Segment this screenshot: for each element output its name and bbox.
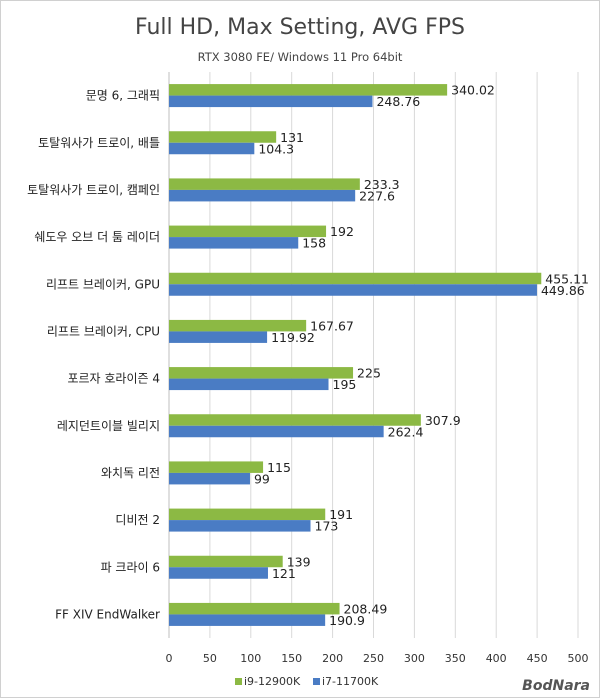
bar-i9-12900K — [169, 178, 360, 190]
x-tick-label: 250 — [363, 652, 384, 665]
value-label: 115 — [267, 460, 291, 475]
bar-i9-12900K — [169, 602, 340, 615]
bar-i7-11700K — [169, 472, 250, 485]
value-label: 119.92 — [271, 330, 315, 345]
value-label: 104.3 — [258, 141, 294, 156]
bar-i7-11700K — [169, 95, 373, 108]
x-tick-label: 400 — [486, 652, 507, 665]
x-axis-ticks: 0 50 100 150 200 250 300 350 400 450 500 — [166, 652, 589, 665]
bar-i9-12900K — [169, 131, 277, 143]
x-tick-label: 450 — [527, 652, 548, 665]
bar-i7-11700K — [169, 614, 326, 626]
x-tick-label: 300 — [404, 652, 425, 665]
bar-i7-11700K — [169, 189, 356, 202]
bar-i7-11700K — [169, 142, 255, 155]
category-label: 포르자 호라이즌 4 — [67, 372, 160, 386]
value-label: 158 — [302, 236, 326, 251]
x-tick-label: 0 — [166, 652, 173, 665]
bar-i9-12900K — [169, 508, 326, 521]
bar-i7-11700K — [169, 520, 311, 532]
value-label: 262.4 — [388, 424, 424, 439]
bar-i9-12900K — [169, 461, 264, 473]
x-tick-label: 150 — [281, 652, 302, 665]
bar-i7-11700K — [169, 567, 268, 579]
value-label: 225 — [357, 366, 381, 381]
value-label: 99 — [254, 471, 270, 486]
legend-label: i9-12900K — [244, 675, 301, 688]
bar-i7-11700K — [169, 425, 384, 438]
value-label: 208.49 — [344, 601, 388, 616]
value-label: 227.6 — [359, 188, 395, 203]
bar-i7-11700K — [169, 378, 329, 391]
chart-title: Full HD, Max Setting, AVG FPS — [135, 15, 465, 40]
category-label: 토탈워사가 트로이, 캠페인 — [27, 183, 160, 197]
value-label: 248.76 — [376, 94, 420, 109]
bar-i9-12900K — [169, 319, 307, 332]
x-tick-label: 100 — [240, 652, 261, 665]
value-label: 195 — [333, 377, 357, 392]
category-label: FF XIV EndWalker — [55, 607, 160, 621]
value-label: 192 — [330, 224, 354, 239]
x-tick-label: 350 — [445, 652, 466, 665]
legend: i9-12900K i7-11700K — [235, 675, 379, 688]
value-label: 233.3 — [364, 177, 400, 192]
legend-label: i7-11700K — [322, 675, 379, 688]
value-label: 340.02 — [451, 83, 495, 98]
value-label: 307.9 — [425, 413, 461, 428]
value-label: 173 — [315, 519, 339, 534]
value-label: 167.67 — [310, 318, 354, 333]
bar-i9-12900K — [169, 414, 421, 426]
x-tick-label: 500 — [568, 652, 589, 665]
category-label: 문명 6, 그래픽 — [86, 89, 160, 103]
chart-subtitle: RTX 3080 FE/ Windows 11 Pro 64bit — [198, 50, 403, 64]
value-label: 139 — [287, 554, 311, 569]
value-label: 121 — [272, 566, 296, 581]
bar-i9-12900K — [169, 555, 283, 568]
value-label: 191 — [329, 507, 353, 522]
bars — [169, 84, 542, 626]
bar-i7-11700K — [169, 331, 268, 343]
bar-i9-12900K — [169, 367, 354, 379]
category-label: 쉐도우 오브 더 툼 레이더 — [34, 230, 160, 244]
bar-i9-12900K — [169, 225, 327, 238]
value-label: 449.86 — [541, 283, 585, 298]
category-label: 토탈워사가 트로이, 배틀 — [38, 136, 160, 150]
bar-i7-11700K — [169, 237, 299, 249]
category-label: 파 크라이 6 — [101, 560, 160, 574]
value-label: 190.9 — [329, 613, 365, 628]
category-label: 리프트 브레이커, CPU — [47, 324, 160, 338]
category-label: 디비전 2 — [115, 513, 160, 527]
value-label: 455.11 — [545, 271, 589, 286]
x-tick-label: 200 — [322, 652, 343, 665]
watermark: BodNara — [522, 678, 590, 694]
legend-swatch — [313, 678, 320, 685]
bar-i9-12900K — [169, 272, 542, 285]
x-tick-label: 50 — [203, 652, 217, 665]
bar-i9-12900K — [169, 84, 448, 96]
category-label: 리프트 브레이커, GPU — [46, 277, 160, 291]
value-label: 131 — [280, 130, 304, 145]
legend-swatch — [235, 678, 242, 685]
category-label: 레지던트이블 빌리지 — [57, 419, 160, 433]
grid-lines — [168, 72, 579, 638]
bar-i7-11700K — [169, 284, 537, 296]
category-label: 와치독 리전 — [101, 466, 160, 480]
